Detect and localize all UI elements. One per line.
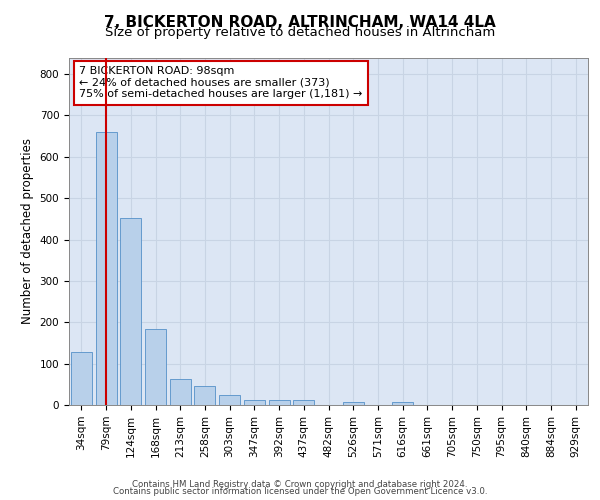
Bar bbox=[244, 400, 265, 405]
Bar bbox=[219, 394, 240, 405]
Bar bbox=[71, 352, 92, 405]
Bar bbox=[269, 400, 290, 405]
Y-axis label: Number of detached properties: Number of detached properties bbox=[21, 138, 34, 324]
Bar bbox=[120, 218, 141, 405]
Bar bbox=[194, 386, 215, 405]
Text: Contains HM Land Registry data © Crown copyright and database right 2024.: Contains HM Land Registry data © Crown c… bbox=[132, 480, 468, 489]
Text: Size of property relative to detached houses in Altrincham: Size of property relative to detached ho… bbox=[105, 26, 495, 39]
Bar bbox=[95, 132, 116, 405]
Text: Contains public sector information licensed under the Open Government Licence v3: Contains public sector information licen… bbox=[113, 487, 487, 496]
Text: 7 BICKERTON ROAD: 98sqm
← 24% of detached houses are smaller (373)
75% of semi-d: 7 BICKERTON ROAD: 98sqm ← 24% of detache… bbox=[79, 66, 363, 100]
Bar bbox=[145, 330, 166, 405]
Text: 7, BICKERTON ROAD, ALTRINCHAM, WA14 4LA: 7, BICKERTON ROAD, ALTRINCHAM, WA14 4LA bbox=[104, 15, 496, 30]
Bar bbox=[392, 402, 413, 405]
Bar bbox=[170, 379, 191, 405]
Bar bbox=[293, 400, 314, 405]
Bar bbox=[343, 402, 364, 405]
